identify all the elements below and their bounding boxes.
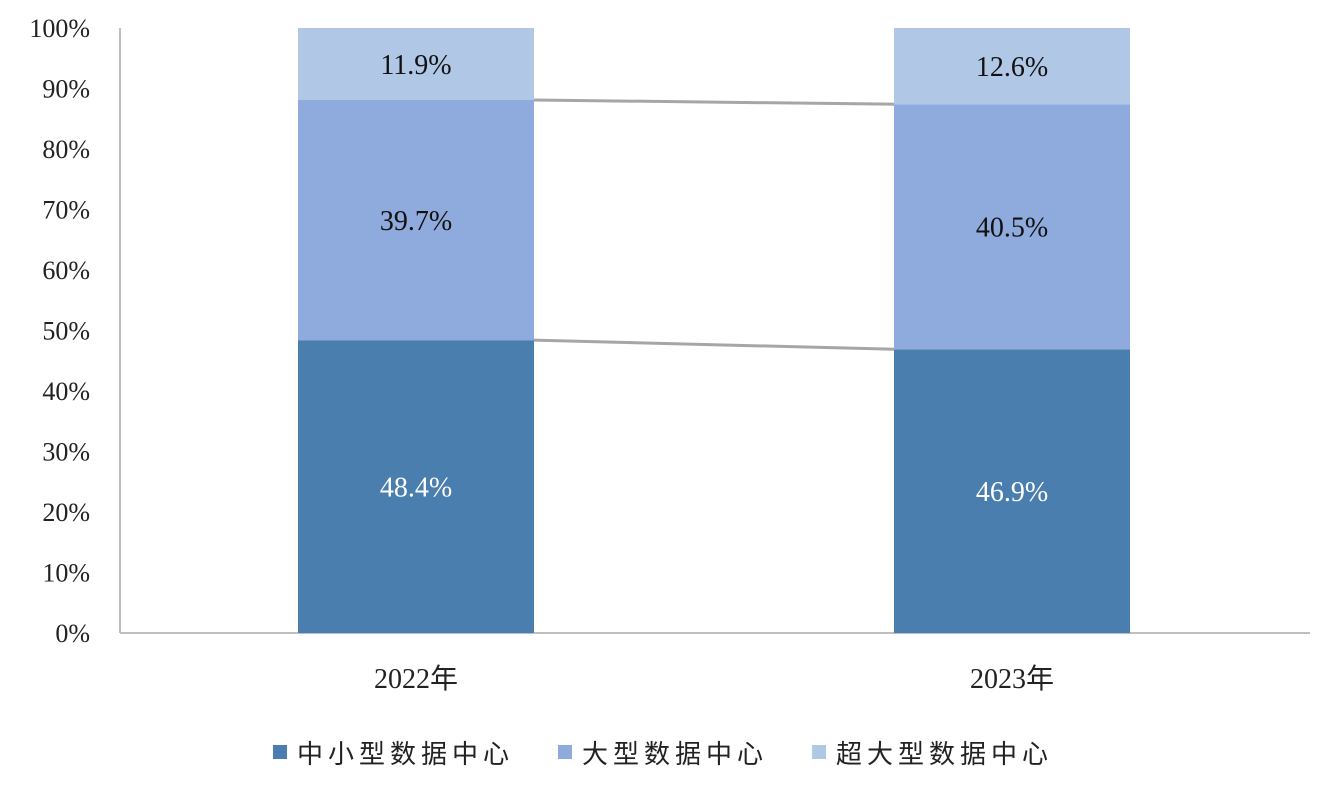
data-label: 12.6% xyxy=(976,52,1048,83)
y-tick-label: 70% xyxy=(42,196,90,225)
y-tick-label: 50% xyxy=(42,317,90,346)
y-tick-label: 0% xyxy=(55,619,90,648)
legend-label-hyperscale: 超大型数据中心 xyxy=(836,739,1054,770)
y-tick-label: 30% xyxy=(42,438,90,467)
data-label: 48.4% xyxy=(380,473,452,504)
bar-segment xyxy=(298,340,534,633)
bar-segment xyxy=(894,104,1130,350)
x-category-label: 2022年 xyxy=(374,663,458,695)
legend-swatch-large xyxy=(557,745,572,759)
series-connector-line xyxy=(533,98,895,106)
data-label: 11.9% xyxy=(380,50,451,81)
bar-segment xyxy=(298,99,534,341)
legend-swatch-small-medium xyxy=(272,745,287,759)
data-label: 46.9% xyxy=(976,477,1048,508)
series-connector-line xyxy=(533,338,895,351)
chart-legend: 中小型数据中心 大型数据中心 超大型数据中心 xyxy=(0,732,1326,772)
bar-segment xyxy=(894,28,1130,105)
legend-label-small-medium: 中小型数据中心 xyxy=(296,739,514,770)
legend-item-small-medium: 中小型数据中心 xyxy=(272,734,514,771)
y-tick-label: 80% xyxy=(42,135,90,164)
stacked-bar-chart: 0% 10% 20% 30% 40% 50% 60% 70% 80% 90% 100% 48.4% 39… xyxy=(29,14,1310,695)
y-tick-label: 60% xyxy=(42,256,90,285)
data-label: 40.5% xyxy=(976,213,1048,244)
y-tick-label: 20% xyxy=(42,498,90,527)
y-tick-label: 40% xyxy=(42,377,90,406)
legend-item-large: 大型数据中心 xyxy=(557,734,768,771)
x-category-label: 2023年 xyxy=(970,663,1054,695)
legend-swatch-hyperscale xyxy=(812,745,826,759)
data-label: 39.7% xyxy=(380,206,452,237)
y-tick-label: 100% xyxy=(29,14,90,43)
bar-segment xyxy=(298,28,534,100)
legend-item-hyperscale: 超大型数据中心 xyxy=(812,734,1053,771)
y-tick-label: 90% xyxy=(42,75,90,104)
bar-segment xyxy=(894,349,1130,633)
legend-label-large: 大型数据中心 xyxy=(581,739,768,770)
y-tick-label: 10% xyxy=(42,559,90,588)
